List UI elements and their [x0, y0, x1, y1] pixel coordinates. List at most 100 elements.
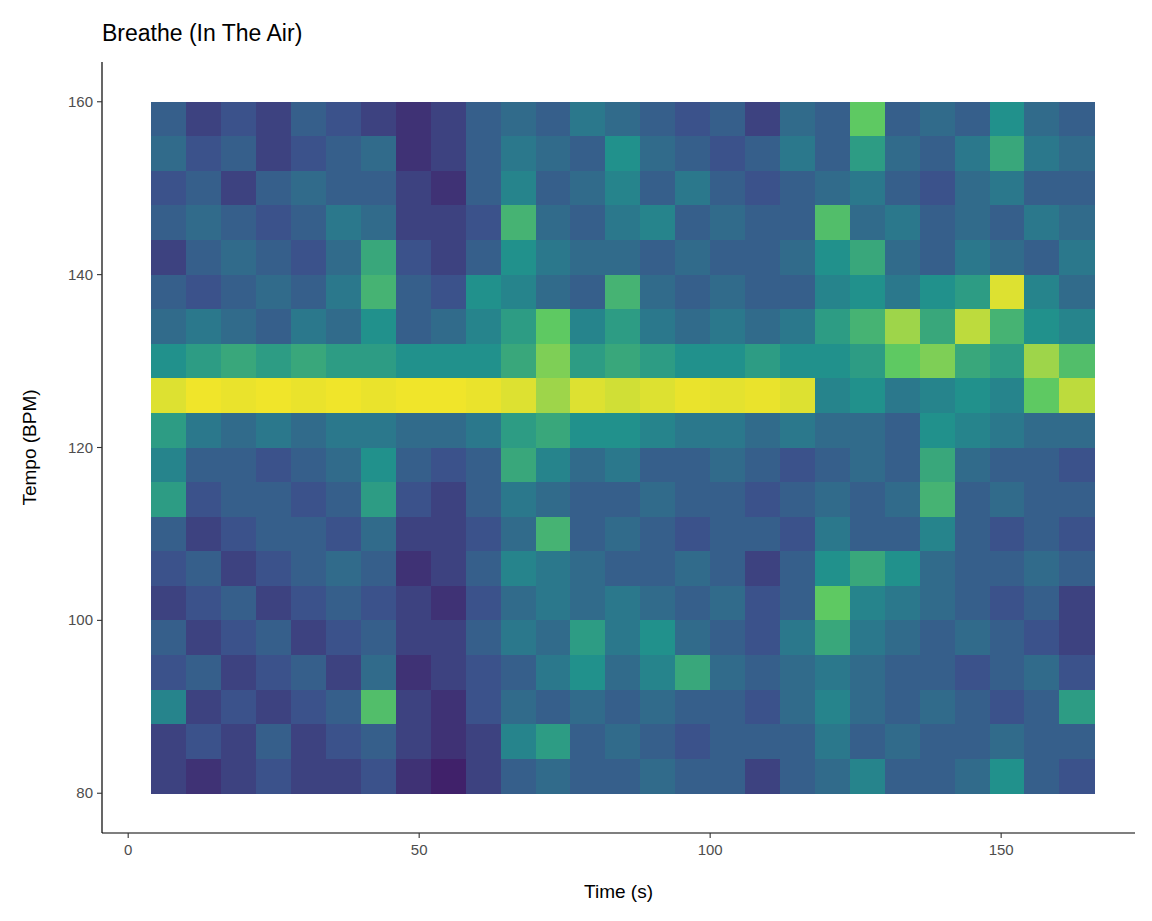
heat-cell: [605, 586, 640, 621]
chart: 05010015080100120140160Breathe (In The A…: [0, 0, 1152, 921]
heat-cell: [256, 517, 291, 552]
heat-cell: [570, 136, 605, 171]
heat-cell: [1059, 690, 1094, 725]
heat-cell: [536, 205, 571, 240]
heat-cell: [850, 759, 885, 794]
heat-cell: [396, 309, 431, 344]
heat-cell: [955, 482, 990, 517]
heat-cell: [536, 448, 571, 483]
heat-cell: [640, 655, 675, 690]
heat-cell: [291, 620, 326, 655]
heat-cell: [885, 309, 920, 344]
heat-cell: [605, 620, 640, 655]
x-tick-label: 0: [124, 841, 132, 858]
heat-cell: [570, 620, 605, 655]
heat-cell: [710, 205, 745, 240]
heat-cell: [186, 655, 221, 690]
y-tick: [97, 793, 102, 794]
heat-cell: [850, 275, 885, 310]
heat-cell: [466, 102, 501, 137]
heat-cell: [745, 205, 780, 240]
heat-cell: [396, 102, 431, 137]
heat-cell: [186, 482, 221, 517]
heat-cell: [431, 309, 466, 344]
heat-cell: [151, 551, 186, 586]
heat-cell: [1059, 517, 1094, 552]
heat-cell: [1059, 724, 1094, 759]
heat-cell: [501, 136, 536, 171]
heat-cell: [605, 551, 640, 586]
x-tick-label: 150: [989, 841, 1014, 858]
heat-cell: [151, 482, 186, 517]
heat-cell: [570, 655, 605, 690]
y-tick: [97, 101, 102, 102]
heat-cell: [605, 378, 640, 413]
heat-cell: [885, 448, 920, 483]
heat-cell: [396, 620, 431, 655]
heat-cell: [256, 448, 291, 483]
heat-cell: [501, 759, 536, 794]
heat-cell: [815, 586, 850, 621]
heat-cell: [1024, 759, 1059, 794]
heat-cell: [151, 448, 186, 483]
heat-cell: [850, 655, 885, 690]
heat-cell: [186, 240, 221, 275]
heat-cell: [361, 136, 396, 171]
heat-cell: [885, 620, 920, 655]
heat-cell: [1059, 482, 1094, 517]
heat-cell: [955, 309, 990, 344]
heat-cell: [361, 344, 396, 379]
heat-cell: [326, 309, 361, 344]
heat-cell: [431, 620, 466, 655]
heat-cell: [990, 620, 1025, 655]
heat-cell: [675, 102, 710, 137]
heat-cell: [396, 378, 431, 413]
heat-cell: [501, 586, 536, 621]
heat-cell: [466, 482, 501, 517]
y-tick-label: 80: [76, 784, 93, 801]
heat-cell: [885, 759, 920, 794]
heat-cell: [536, 171, 571, 206]
heat-cell: [186, 759, 221, 794]
heat-cell: [605, 413, 640, 448]
heat-cell: [501, 482, 536, 517]
x-axis-line: [102, 832, 1135, 833]
heat-cell: [291, 759, 326, 794]
heat-cell: [1024, 136, 1059, 171]
heat-cell: [640, 448, 675, 483]
heat-cell: [536, 240, 571, 275]
heat-cell: [780, 690, 815, 725]
heat-cell: [291, 655, 326, 690]
heat-cell: [221, 275, 256, 310]
x-tick: [1001, 833, 1002, 838]
heat-cell: [186, 102, 221, 137]
heat-cell: [780, 136, 815, 171]
heat-cell: [885, 551, 920, 586]
heat-cell: [640, 690, 675, 725]
y-tick: [97, 274, 102, 275]
heat-cell: [955, 240, 990, 275]
heat-cell: [501, 551, 536, 586]
heat-cell: [605, 759, 640, 794]
heat-cell: [221, 378, 256, 413]
heat-cell: [955, 690, 990, 725]
heat-cell: [640, 759, 675, 794]
heat-cell: [850, 171, 885, 206]
heat-cell: [186, 690, 221, 725]
heat-cell: [955, 586, 990, 621]
heat-cell: [815, 275, 850, 310]
heat-cell: [780, 378, 815, 413]
heat-cell: [256, 102, 291, 137]
heat-cell: [256, 344, 291, 379]
heat-cell: [291, 205, 326, 240]
heat-cell: [605, 136, 640, 171]
heat-cell: [605, 517, 640, 552]
heat-cell: [780, 102, 815, 137]
heat-cell: [1059, 309, 1094, 344]
heat-cell: [675, 136, 710, 171]
heat-cell: [361, 378, 396, 413]
heat-cell: [955, 344, 990, 379]
heat-cell: [885, 102, 920, 137]
heat-cell: [885, 724, 920, 759]
heat-cell: [955, 205, 990, 240]
